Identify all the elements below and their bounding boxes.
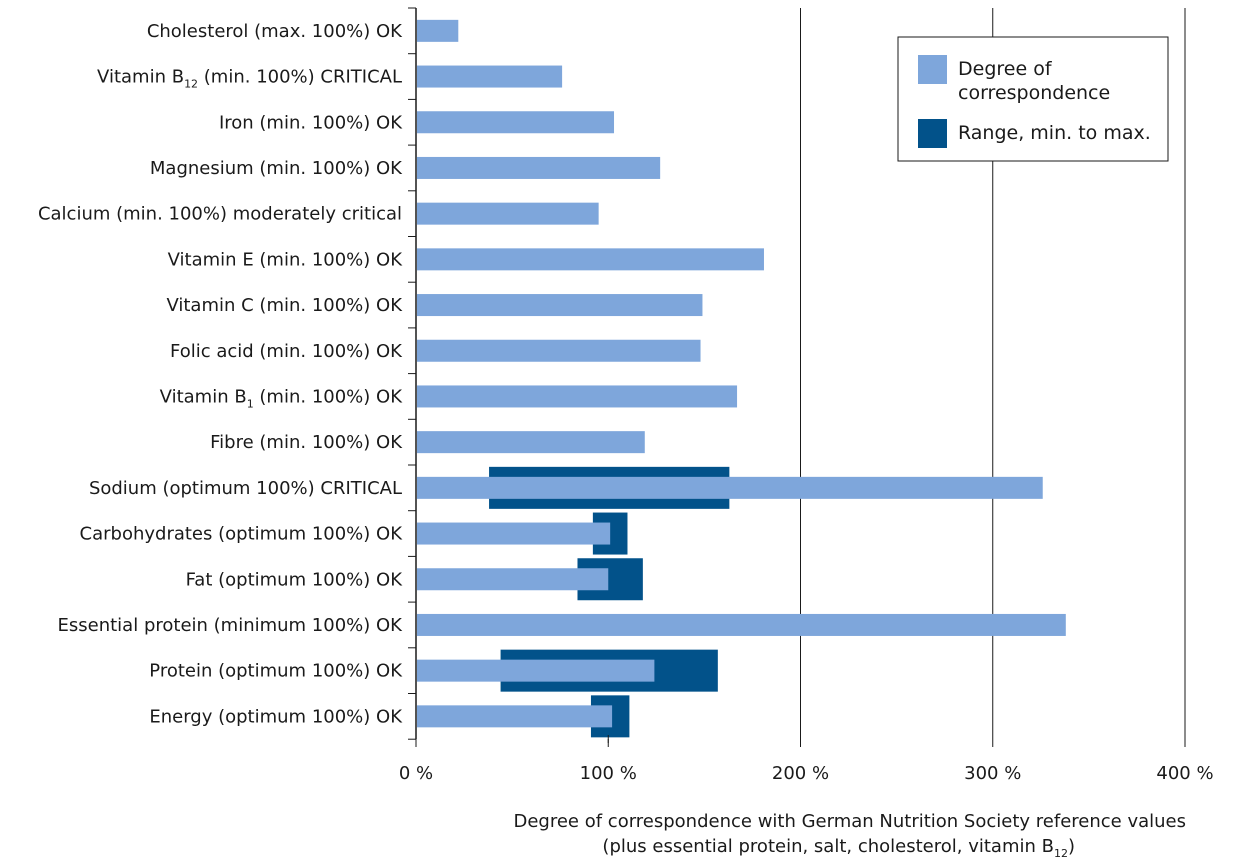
x-axis-title: Degree of correspondence with German Nut… xyxy=(513,811,1186,859)
legend-swatch xyxy=(918,55,947,84)
category-label: Essential protein (minimum 100%) OK xyxy=(58,615,404,636)
degree-bar xyxy=(417,248,764,271)
category-label: Vitamin E (min. 100%) OK xyxy=(168,249,404,270)
bars xyxy=(417,19,1066,738)
legend-label: Range, min. to max. xyxy=(958,122,1151,144)
category-label: Vitamin B12 (min. 100%) CRITICAL xyxy=(97,67,402,91)
category-label: Vitamin C (min. 100%) OK xyxy=(166,295,403,316)
degree-bar xyxy=(417,431,645,454)
x-tick-labels: 0 % 100 % 200 % 300 % 400 % xyxy=(399,763,1214,784)
category-label: Vitamin B1 (min. 100%) OK xyxy=(160,386,404,410)
category-label: Fibre (min. 100%) OK xyxy=(210,432,403,453)
category-label: Fat (optimum 100%) OK xyxy=(186,569,404,590)
degree-bar xyxy=(417,111,615,134)
category-label: Cholesterol (max. 100%) OK xyxy=(147,21,403,42)
degree-bar xyxy=(417,705,613,728)
degree-bar xyxy=(417,659,655,682)
degree-bar xyxy=(417,339,701,362)
category-labels: Cholesterol (max. 100%) OK Vitamin B12 (m… xyxy=(38,21,404,727)
degree-bar xyxy=(417,522,611,545)
x-tick-label: 400 % xyxy=(1156,763,1213,784)
degree-bar xyxy=(417,294,703,317)
degree-bar xyxy=(417,613,1066,636)
x-tick-label: 100 % xyxy=(580,763,637,784)
degree-bar xyxy=(417,65,563,88)
legend-swatch xyxy=(918,119,947,148)
degree-bar xyxy=(417,385,738,408)
axes xyxy=(408,7,1186,747)
category-label: Sodium (optimum 100%) CRITICAL xyxy=(89,478,402,499)
x-tick-label: 200 % xyxy=(772,763,829,784)
category-label: Folic acid (min. 100%) OK xyxy=(170,341,403,362)
x-axis-title-line1: Degree of correspondence with German Nut… xyxy=(513,811,1186,832)
category-label: Carbohydrates (optimum 100%) OK xyxy=(80,524,404,545)
degree-bar xyxy=(417,476,1043,499)
category-label: Calcium (min. 100%) moderately critical xyxy=(38,204,402,225)
category-label: Magnesium (min. 100%) OK xyxy=(150,158,403,179)
degree-bar xyxy=(417,156,661,179)
x-tick-label: 300 % xyxy=(964,763,1021,784)
x-axis-title-line2: (plus essential protein, salt, cholester… xyxy=(602,836,1075,859)
degree-bar xyxy=(417,202,599,225)
degree-bar xyxy=(417,19,459,42)
legend-label: correspondence xyxy=(958,82,1110,104)
degree-bar xyxy=(417,568,609,591)
category-label: Iron (min. 100%) OK xyxy=(219,112,403,133)
x-tick-label: 0 % xyxy=(399,763,433,784)
legend-label: Degree of xyxy=(958,58,1053,80)
category-label: Energy (optimum 100%) OK xyxy=(149,706,403,727)
category-label: Protein (optimum 100%) OK xyxy=(149,661,403,682)
